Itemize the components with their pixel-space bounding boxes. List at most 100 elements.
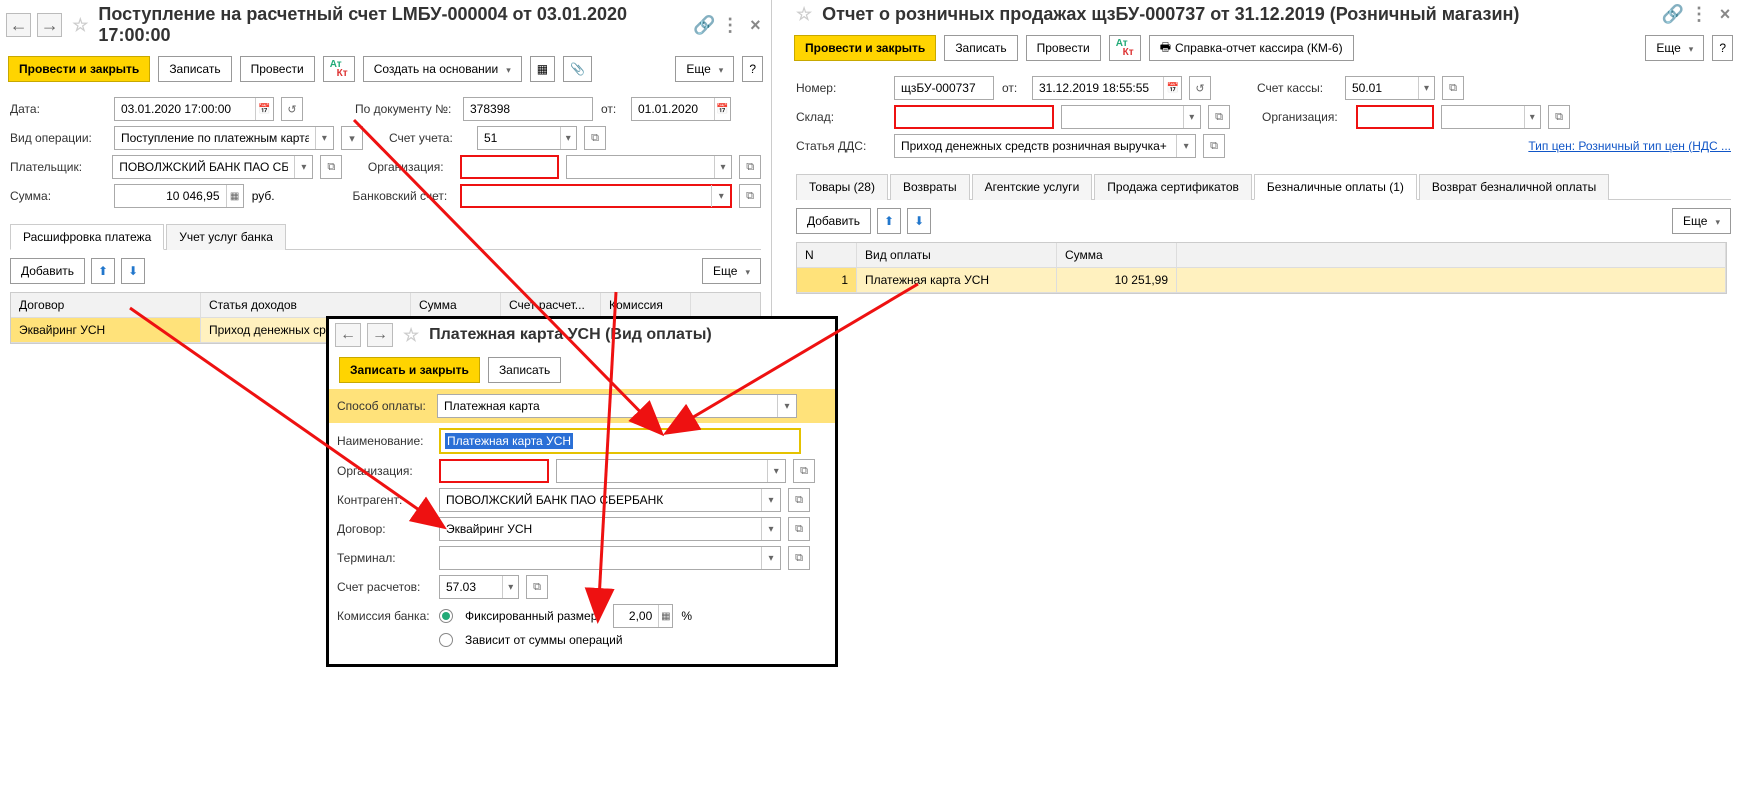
write-close-button[interactable]: Записать и закрыть	[339, 357, 480, 383]
report-button[interactable]: 🖶 Справка-отчет кассира (КМ-6)	[1149, 35, 1354, 61]
org-input[interactable]	[460, 155, 558, 179]
chevron-down-icon[interactable]: ▾	[761, 489, 780, 511]
dds-ext[interactable]: ⧉	[1203, 134, 1225, 158]
chevron-down-icon[interactable]: ▾	[294, 156, 312, 178]
optype-ext[interactable]: ▾	[341, 126, 363, 150]
atkt-button[interactable]: АтКт	[323, 56, 355, 82]
calendar-icon[interactable]: 📅	[255, 98, 273, 120]
num-input[interactable]	[894, 76, 994, 100]
from-ext[interactable]: ↺	[1189, 76, 1211, 100]
calc-icon[interactable]: ▦	[658, 605, 672, 627]
org-ext[interactable]: ⧉	[739, 155, 761, 179]
chevron-down-icon[interactable]: ▾	[315, 127, 333, 149]
sklad-ext[interactable]: ⧉	[1208, 105, 1230, 129]
sklad-input[interactable]	[894, 105, 1054, 129]
calendar-icon[interactable]: 📅	[714, 98, 730, 120]
agent-ext[interactable]: ⧉	[788, 488, 810, 512]
dep-radio[interactable]	[439, 633, 453, 647]
sklad-input2[interactable]: ▾	[1061, 105, 1201, 129]
up-button[interactable]: ⬆	[877, 208, 901, 234]
org-input2[interactable]: ▾	[556, 459, 786, 483]
chevron-down-icon[interactable]: ▾	[777, 395, 796, 417]
date-input[interactable]: 📅	[114, 97, 274, 121]
method-input[interactable]: ▾	[437, 394, 797, 418]
fav-star[interactable]: ☆	[403, 325, 419, 346]
col-comm[interactable]: Комиссия	[601, 293, 691, 318]
from-input[interactable]: 📅	[631, 97, 731, 121]
calendar-icon[interactable]: 📅	[1163, 77, 1181, 99]
more-icon[interactable]: ⋮	[1689, 5, 1709, 25]
create-based-button[interactable]: Создать на основании	[363, 56, 522, 82]
fav-star[interactable]: ☆	[796, 4, 812, 25]
bank-input[interactable]: ▾	[460, 184, 732, 208]
more-button[interactable]: Еще	[675, 56, 734, 82]
sum-input[interactable]: ▦	[114, 184, 244, 208]
tab-agent[interactable]: Агентские услуги	[972, 174, 1093, 200]
add-button[interactable]: Добавить	[10, 258, 85, 284]
contract-ext[interactable]: ⧉	[788, 517, 810, 541]
col-paytype[interactable]: Вид оплаты	[857, 243, 1057, 268]
payer-ext[interactable]: ⧉	[320, 155, 342, 179]
more-sub-button[interactable]: Еще	[1672, 208, 1731, 234]
post-button[interactable]: Провести	[1026, 35, 1101, 61]
link-icon[interactable]: 🔗	[1663, 5, 1683, 25]
kassa-ext[interactable]: ⧉	[1442, 76, 1464, 100]
optype-input[interactable]: ▾	[114, 126, 334, 150]
attach-button[interactable]: 📎	[563, 56, 592, 82]
col-n[interactable]: N	[797, 243, 857, 268]
nav-back[interactable]: ←	[335, 323, 361, 347]
fav-star[interactable]: ☆	[72, 15, 88, 36]
dds-input[interactable]: ▾	[894, 134, 1196, 158]
more-icon[interactable]: ⋮	[720, 15, 739, 35]
payer-input[interactable]: ▾	[112, 155, 313, 179]
tab-goods[interactable]: Товары (28)	[796, 174, 888, 200]
org-input-ext[interactable]: ▾	[566, 155, 733, 179]
add-button[interactable]: Добавить	[796, 208, 871, 234]
col-sum[interactable]: Сумма	[411, 293, 501, 318]
post-close-button[interactable]: Провести и закрыть	[8, 56, 150, 82]
chevron-down-icon[interactable]: ▾	[767, 460, 785, 482]
down-button[interactable]: ⬇	[121, 258, 145, 284]
atkt-button[interactable]: АтКт	[1109, 35, 1141, 61]
col-income[interactable]: Статья доходов	[201, 293, 411, 318]
more-button[interactable]: Еще	[1645, 35, 1704, 61]
terminal-input[interactable]: ▾	[439, 546, 781, 570]
tab-decoding[interactable]: Расшифровка платежа	[10, 224, 164, 250]
chevron-down-icon[interactable]: ▾	[761, 518, 780, 540]
post-button[interactable]: Провести	[240, 56, 315, 82]
tree-button[interactable]: ▦	[530, 56, 555, 82]
tab-bank-services[interactable]: Учет услуг банка	[166, 224, 286, 250]
chevron-down-icon[interactable]: ▾	[1183, 106, 1200, 128]
down-button[interactable]: ⬇	[907, 208, 931, 234]
up-button[interactable]: ⬆	[91, 258, 115, 284]
chevron-down-icon[interactable]: ▾	[1176, 135, 1195, 157]
acct-ext[interactable]: ⧉	[526, 575, 548, 599]
fixed-input[interactable]: ▦	[613, 604, 673, 628]
write-button[interactable]: Записать	[488, 357, 561, 383]
chevron-down-icon[interactable]: ▾	[560, 127, 576, 149]
account-ext[interactable]: ⧉	[584, 126, 606, 150]
terminal-ext[interactable]: ⧉	[788, 546, 810, 570]
org-input[interactable]	[1356, 105, 1434, 129]
tab-returns[interactable]: Возвраты	[890, 174, 970, 200]
chevron-down-icon[interactable]: ▾	[1418, 77, 1434, 99]
price-type-link[interactable]: Тип цен: Розничный тип цен (НДС ...	[1528, 139, 1731, 153]
help-button[interactable]: ?	[1712, 35, 1733, 61]
table-row[interactable]: 1 Платежная карта УСН 10 251,99	[797, 268, 1726, 293]
name-input[interactable]: Платежная карта УСН	[439, 428, 801, 454]
chevron-down-icon[interactable]: ▾	[711, 185, 730, 207]
org-input2[interactable]: ▾	[1441, 105, 1541, 129]
acct-input[interactable]: ▾	[439, 575, 519, 599]
account-input[interactable]: ▾	[477, 126, 577, 150]
tab-cashless[interactable]: Безналичные оплаты (1)	[1254, 174, 1417, 200]
chevron-down-icon[interactable]: ▾	[714, 156, 732, 178]
col-sum[interactable]: Сумма	[1057, 243, 1177, 268]
close-icon[interactable]: ×	[746, 15, 765, 35]
more-sub-button[interactable]: Еще	[702, 258, 761, 284]
nav-fwd[interactable]: →	[37, 13, 62, 37]
col-contract[interactable]: Договор	[11, 293, 201, 318]
post-close-button[interactable]: Провести и закрыть	[794, 35, 936, 61]
close-icon[interactable]: ×	[1715, 5, 1735, 25]
docno-input[interactable]	[463, 97, 593, 121]
kassa-input[interactable]: ▾	[1345, 76, 1435, 100]
